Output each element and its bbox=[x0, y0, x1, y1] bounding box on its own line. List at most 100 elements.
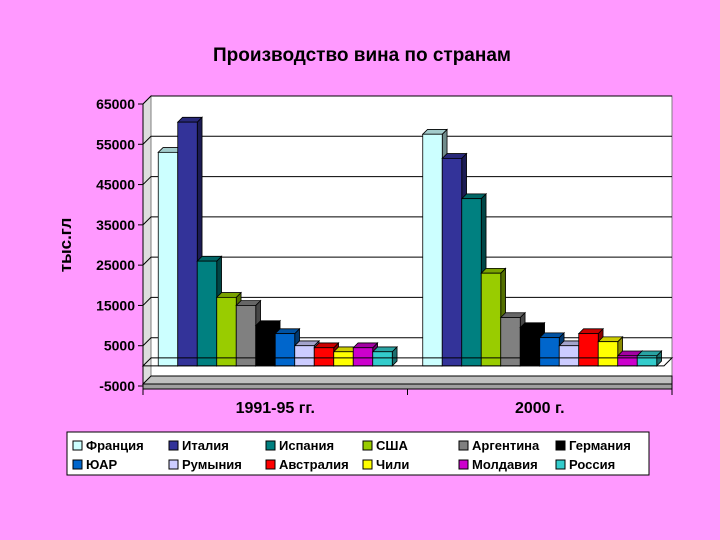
bar-front bbox=[519, 327, 541, 367]
legend-label: США bbox=[376, 438, 408, 453]
legend-item: Австралия bbox=[265, 457, 349, 472]
y-tick-label: 45000 bbox=[96, 177, 135, 193]
bar-front bbox=[157, 151, 179, 367]
bar-top bbox=[352, 342, 379, 349]
bar-front bbox=[441, 157, 463, 367]
legend-swatch bbox=[555, 459, 566, 470]
legend-swatch bbox=[458, 440, 469, 451]
legend-label: Румыния bbox=[182, 457, 242, 472]
legend-swatch bbox=[362, 459, 373, 470]
legend-swatch bbox=[168, 440, 179, 451]
bar-top bbox=[499, 312, 527, 318]
legend-label: Молдавия bbox=[472, 457, 538, 472]
bar-front bbox=[636, 355, 658, 367]
x-tick-label: 1991-95 гг. bbox=[236, 400, 315, 417]
bar bbox=[636, 350, 663, 367]
bar-front bbox=[461, 198, 482, 367]
legend-swatch bbox=[168, 459, 179, 470]
legend-item: Италия bbox=[168, 438, 229, 453]
legend-swatch bbox=[72, 440, 83, 451]
bar-top bbox=[421, 129, 449, 135]
bar-top bbox=[196, 255, 223, 262]
bar-front bbox=[480, 272, 502, 367]
bar-top bbox=[441, 153, 468, 159]
bar bbox=[371, 345, 399, 367]
legend-box bbox=[66, 431, 650, 476]
y-axis-label: тыс.гл bbox=[56, 218, 75, 272]
bar-top bbox=[371, 346, 399, 353]
bar-front bbox=[372, 351, 393, 367]
zero-floor bbox=[141, 357, 674, 390]
legend-item: Румыния bbox=[168, 457, 242, 472]
bar-top bbox=[235, 300, 262, 306]
legend-swatch bbox=[362, 440, 373, 451]
legend-swatch bbox=[555, 440, 566, 451]
bar-front bbox=[617, 355, 638, 367]
bar-front bbox=[216, 296, 237, 367]
legend-swatch bbox=[265, 459, 276, 470]
x-tick-label: 2000 г. bbox=[515, 400, 565, 417]
y-tick-label: 5000 bbox=[104, 338, 135, 354]
bar bbox=[597, 335, 624, 367]
bar-front bbox=[313, 347, 335, 367]
legend-swatch bbox=[265, 440, 276, 451]
bar-front bbox=[274, 333, 296, 367]
y-tick-label: 35000 bbox=[96, 217, 135, 233]
bar-front bbox=[255, 325, 276, 367]
legend-item: Франция bbox=[72, 438, 144, 453]
bar-front bbox=[597, 341, 619, 367]
gridline bbox=[142, 256, 672, 266]
gridline bbox=[142, 216, 672, 226]
legend-swatch bbox=[72, 459, 83, 470]
legend-label: Аргентина bbox=[472, 438, 540, 453]
bar-front bbox=[294, 345, 315, 367]
bar-top bbox=[460, 193, 488, 200]
bar-top bbox=[293, 340, 321, 347]
bar-front bbox=[500, 317, 521, 367]
bar-top bbox=[215, 292, 243, 298]
bar-top bbox=[519, 322, 546, 328]
y-tick-label: 55000 bbox=[96, 136, 135, 152]
legend-label: Австралия bbox=[279, 457, 349, 472]
bar-top bbox=[254, 320, 282, 326]
legend-item: ЮАР bbox=[72, 457, 117, 472]
y-tick-label: 25000 bbox=[96, 257, 135, 273]
legend-label: Италия bbox=[182, 438, 229, 453]
y-axis-ticks: 65000 55000 45000 35000 25000 15000 5000 -5000 bbox=[96, 96, 144, 394]
gridline bbox=[142, 95, 672, 105]
y-tick-label: 15000 bbox=[96, 297, 135, 313]
legend-label: ЮАР bbox=[86, 457, 117, 472]
legend-label: Испания bbox=[279, 438, 334, 453]
legend: Франция Италия Испания США Аргентина Германия… bbox=[66, 431, 650, 476]
bar-top bbox=[176, 116, 204, 123]
legend-item: Германия bbox=[555, 438, 631, 453]
bar-front bbox=[235, 305, 257, 367]
bar-front bbox=[333, 351, 354, 367]
bar-front bbox=[196, 260, 218, 367]
bar-top bbox=[313, 342, 340, 349]
legend-item: Молдавия bbox=[458, 457, 538, 472]
legend-item: Чили bbox=[362, 457, 409, 472]
gridline bbox=[142, 135, 672, 145]
plot-floor-front bbox=[142, 383, 673, 390]
legend-swatch bbox=[458, 459, 469, 470]
bar-front bbox=[177, 121, 198, 367]
bar-top bbox=[597, 336, 624, 343]
bar-top bbox=[538, 332, 566, 339]
bar-front bbox=[539, 337, 560, 367]
bar-front bbox=[352, 347, 374, 367]
y-tick-label: -5000 bbox=[99, 378, 135, 394]
legend-label: Германия bbox=[569, 438, 631, 453]
legend-label: Франция bbox=[86, 438, 144, 453]
legend-label: Чили bbox=[376, 457, 409, 472]
legend-item: Испания bbox=[265, 438, 334, 453]
bar-top bbox=[480, 267, 507, 274]
bar-top bbox=[274, 328, 301, 335]
bar-top bbox=[577, 328, 605, 335]
bar-top bbox=[636, 350, 663, 357]
bar-front bbox=[422, 133, 443, 367]
floor-top-edge bbox=[141, 357, 674, 367]
category-labels: 1991-95 гг. 2000 г. bbox=[142, 389, 673, 417]
plot-side-wall bbox=[142, 94, 152, 388]
bar-front bbox=[578, 333, 599, 367]
